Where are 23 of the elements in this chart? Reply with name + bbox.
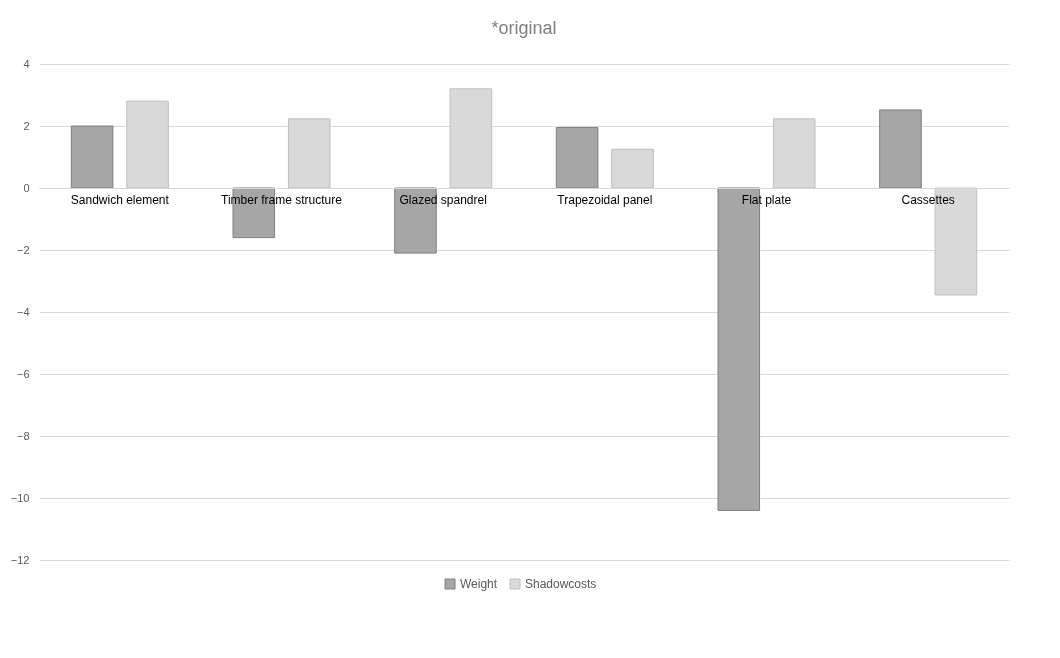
y-tick-label: 0 [23, 181, 30, 194]
bar [70, 125, 114, 189]
y-tick-label: 4 [23, 57, 30, 70]
y-tick-label: −4 [16, 305, 30, 318]
x-tick-label: Flat plate [741, 192, 792, 207]
x-tick-label: Sandwich element [70, 192, 170, 207]
bar [879, 109, 922, 189]
y-tick-label: −2 [16, 243, 30, 256]
y-tick-label: −10 [10, 491, 30, 504]
x-tick-label: Timber frame structure [221, 192, 343, 207]
legend-label: Weight [460, 577, 498, 591]
y-tick-label: −8 [16, 429, 30, 442]
x-tick-label: Glazed spandrel [399, 192, 487, 207]
x-tick-label: Trapezoidal panel [557, 192, 653, 207]
legend-label: Shadowcosts [525, 577, 597, 591]
bar [555, 127, 599, 189]
bar [717, 187, 761, 511]
y-tick-label: −12 [10, 553, 30, 566]
y-tick-label: 2 [23, 119, 30, 132]
x-tick-label: Cassettes [901, 192, 955, 207]
y-tick-label: −6 [16, 367, 30, 380]
bar [394, 187, 437, 254]
chart-title: *original [491, 18, 557, 38]
